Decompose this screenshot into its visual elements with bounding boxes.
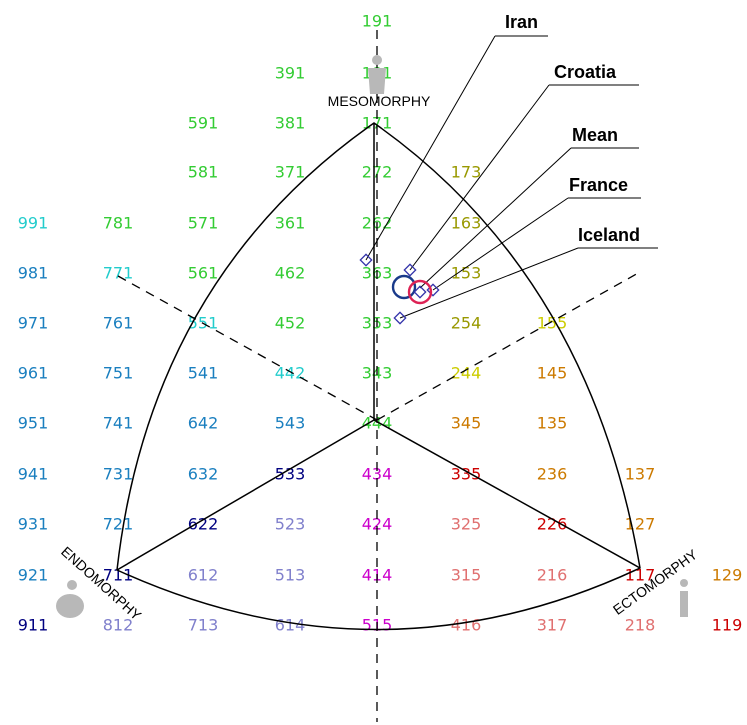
grid-code: 171 [362, 114, 393, 133]
grid-code: 561 [188, 264, 219, 283]
grid-code: 941 [18, 465, 49, 484]
country-label-croatia: Croatia [554, 62, 617, 82]
country-markers [359, 253, 440, 325]
grid-code: 543 [275, 414, 306, 433]
grid-code: 163 [451, 214, 482, 233]
ectomorphy-axis [373, 419, 641, 569]
mean-marker [413, 285, 427, 299]
grid-code: 137 [625, 465, 656, 484]
grid-code: 381 [275, 114, 306, 133]
grid-code: 581 [188, 163, 219, 182]
grid-code: 571 [188, 214, 219, 233]
grid-code: 452 [275, 314, 306, 333]
iceland-pointer [399, 247, 579, 319]
grid-code: 315 [451, 566, 482, 585]
grid-code: 434 [362, 465, 393, 484]
grid-code: 129 [712, 566, 743, 585]
solid-axes [116, 123, 641, 571]
endomorph-figure-icon [56, 580, 84, 618]
grid-code: 961 [18, 364, 49, 383]
grid-code: 513 [275, 566, 306, 585]
grid-code: 317 [537, 616, 568, 635]
grid-code: 462 [275, 264, 306, 283]
grid-code: 155 [537, 314, 568, 333]
grid-code: 731 [103, 465, 134, 484]
somatochart-outline [116, 122, 641, 631]
mean-pointer [419, 147, 572, 289]
grid-code: 361 [275, 214, 306, 233]
grid-code: 971 [18, 314, 49, 333]
grid-code: 533 [275, 465, 306, 484]
grid-code: 325 [451, 515, 482, 534]
grid-code: 218 [625, 616, 656, 635]
dashed-axes [117, 30, 641, 722]
grid-code: 335 [451, 465, 482, 484]
grid-code: 632 [188, 465, 219, 484]
grid-code: 254 [451, 314, 482, 333]
grid-code: 642 [188, 414, 219, 433]
grid-code: 541 [188, 364, 219, 383]
grid-code: 991 [18, 214, 49, 233]
grid-code: 781 [103, 214, 134, 233]
grid-code: 931 [18, 515, 49, 534]
grid-code: 272 [362, 163, 393, 182]
grid-code: 711 [103, 566, 134, 585]
grid-code: 771 [103, 264, 134, 283]
grid-code: 591 [188, 114, 219, 133]
country-label-mean: Mean [572, 125, 618, 145]
grid-code: 345 [451, 414, 482, 433]
croatia-pointer [409, 84, 550, 271]
country-label-iceland: Iceland [578, 225, 640, 245]
ectomorph-figure-icon [680, 579, 688, 617]
grid-code: 216 [537, 566, 568, 585]
grid-code: 911 [18, 616, 49, 635]
grid-code: 371 [275, 163, 306, 182]
grid-code: 751 [103, 364, 134, 383]
mesomorph-figure-icon [368, 55, 386, 94]
pointer-lines [365, 35, 658, 319]
grid-code: 761 [103, 314, 134, 333]
grid-code: 416 [451, 616, 482, 635]
mesomorphy-label: MESOMORPHY [328, 93, 431, 109]
grid-code: 153 [451, 264, 482, 283]
mean-blue-circle [391, 274, 417, 300]
grid-code: 442 [275, 364, 306, 383]
grid-code: 981 [18, 264, 49, 283]
endomorphy-axis [116, 419, 375, 571]
iran-pointer [365, 35, 496, 261]
grid-code: 173 [451, 163, 482, 182]
grid-codes: 1913911815913811715813712721739917815713… [18, 12, 743, 635]
grid-code: 145 [537, 364, 568, 383]
grid-code: 226 [537, 515, 568, 534]
france-pointer [432, 197, 569, 291]
grid-code: 244 [451, 364, 482, 383]
grid-code: 391 [275, 64, 306, 83]
grid-code: 812 [103, 616, 134, 635]
grid-code: 117 [625, 566, 656, 585]
mean-red-circle [407, 279, 433, 305]
grid-code: 614 [275, 616, 306, 635]
country-label-iran: Iran [505, 12, 538, 32]
right-dashed-axis [376, 271, 641, 421]
grid-code: 921 [18, 566, 49, 585]
grid-code: 523 [275, 515, 306, 534]
grid-code: 721 [103, 515, 134, 534]
grid-code: 135 [537, 414, 568, 433]
grid-code: 424 [362, 515, 393, 534]
left-dashed-axis [117, 275, 378, 421]
grid-code: 622 [188, 515, 219, 534]
iran-marker [359, 253, 373, 267]
grid-code: 612 [188, 566, 219, 585]
croatia-marker [403, 263, 417, 277]
grid-code: 236 [537, 465, 568, 484]
grid-code: 119 [712, 616, 743, 635]
grid-code: 741 [103, 414, 134, 433]
country-label-france: France [569, 175, 628, 195]
grid-code: 951 [18, 414, 49, 433]
grid-code: 191 [362, 12, 393, 31]
iceland-marker [393, 311, 407, 325]
grid-code: 713 [188, 616, 219, 635]
